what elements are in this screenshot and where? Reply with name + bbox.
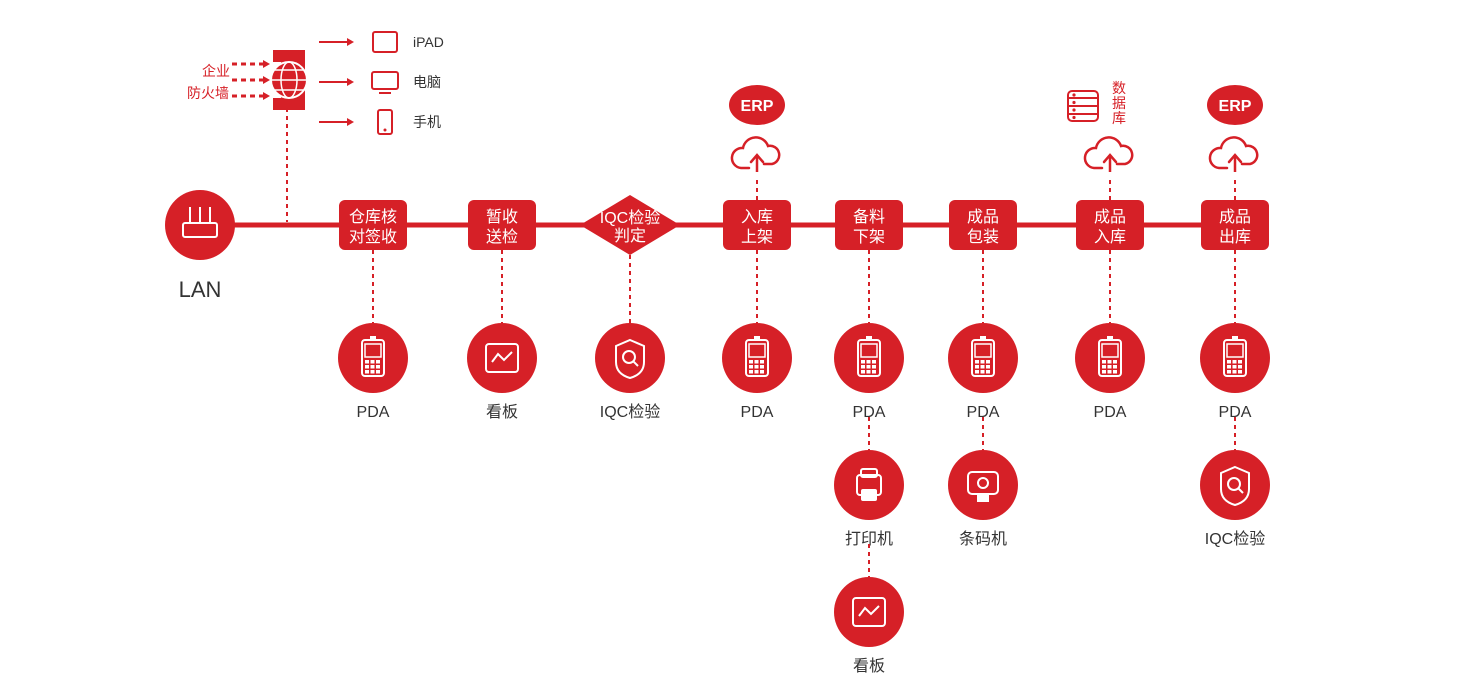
- device-label: PDA: [1094, 404, 1127, 421]
- svg-text:判定: 判定: [614, 227, 646, 245]
- process-node-6: 成品入库: [1076, 200, 1144, 250]
- firewall-label-l1: 企业: [202, 63, 230, 79]
- device-circle-pda: [834, 323, 904, 393]
- firewall-device-label: 电脑: [413, 74, 441, 90]
- firewall-device-label: 手机: [413, 114, 441, 130]
- device-label: 看板: [486, 403, 518, 421]
- process-node-2: IQC检验判定: [580, 195, 680, 255]
- svg-text:包装: 包装: [967, 228, 999, 246]
- device-label: 看板: [853, 657, 885, 675]
- device-circle-barcode: [948, 450, 1018, 520]
- svg-text:ERP: ERP: [741, 98, 774, 115]
- firewall-icon: [271, 50, 307, 110]
- device-label: IQC检验: [1205, 530, 1265, 548]
- device-label: IQC检验: [600, 403, 660, 421]
- svg-text:入库: 入库: [741, 208, 773, 226]
- process-node-5: 成品包装: [949, 200, 1017, 250]
- firewall-device-label: iPAD: [413, 34, 444, 50]
- svg-text:备料: 备料: [853, 208, 885, 226]
- db-label-char: 数: [1112, 80, 1126, 96]
- svg-text:出库: 出库: [1219, 228, 1251, 246]
- svg-text:成品: 成品: [1094, 208, 1126, 226]
- svg-text:下架: 下架: [853, 228, 885, 246]
- device-circle-pda: [338, 323, 408, 393]
- device-circle-pda: [722, 323, 792, 393]
- cloud-upload-icon: [1210, 137, 1257, 172]
- device-label: PDA: [357, 404, 390, 421]
- lan-label: LAN: [179, 277, 222, 302]
- svg-text:暂收: 暂收: [486, 208, 518, 226]
- device-circle-iqc: [1200, 450, 1270, 520]
- process-node-7: 成品出库: [1201, 200, 1269, 250]
- process-node-1: 暂收送检: [468, 200, 536, 250]
- cloud-upload-icon: [732, 137, 779, 172]
- firewall-label-l2: 防火墙: [187, 85, 229, 101]
- svg-text:入库: 入库: [1094, 228, 1126, 246]
- device-circle-pda: [948, 323, 1018, 393]
- svg-text:对签收: 对签收: [349, 228, 397, 246]
- svg-text:成品: 成品: [967, 208, 999, 226]
- svg-text:ERP: ERP: [1219, 98, 1252, 115]
- device-circle-pda: [1200, 323, 1270, 393]
- process-node-3: 入库上架: [723, 200, 791, 250]
- tablet-icon: [373, 32, 397, 52]
- svg-text:IQC检验: IQC检验: [600, 209, 660, 227]
- device-circle-pda: [1075, 323, 1145, 393]
- database-icon: [1068, 91, 1098, 121]
- svg-text:仓库核: 仓库核: [349, 208, 397, 226]
- svg-text:上架: 上架: [741, 228, 773, 246]
- device-label: PDA: [741, 404, 774, 421]
- lan-node: LAN: [165, 190, 235, 302]
- process-node-0: 仓库核对签收: [339, 200, 407, 250]
- device-circle-printer: [834, 450, 904, 520]
- db-label-char: 据: [1112, 95, 1126, 111]
- process-diagram: LAN企业防火墙iPAD电脑手机仓库核对签收PDA暂收送检看板IQC检验判定IQ…: [0, 0, 1472, 689]
- svg-text:送检: 送检: [486, 228, 518, 246]
- svg-text:成品: 成品: [1219, 208, 1251, 226]
- monitor-icon: [372, 72, 398, 89]
- device-circle-iqc: [595, 323, 665, 393]
- cloud-upload-icon: [1085, 137, 1132, 172]
- db-label-char: 库: [1112, 110, 1126, 126]
- process-node-4: 备料下架: [835, 200, 903, 250]
- device-label: 条码机: [959, 530, 1007, 548]
